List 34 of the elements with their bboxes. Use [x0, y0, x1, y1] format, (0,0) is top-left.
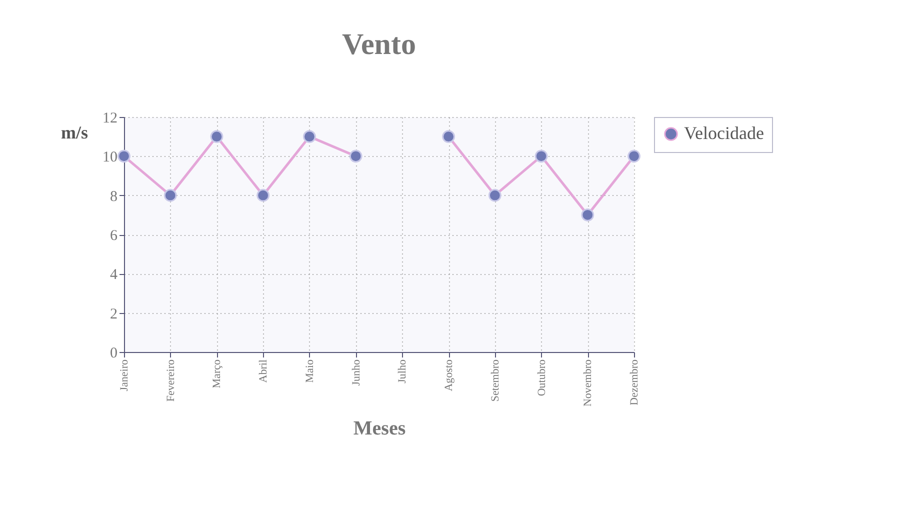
point	[534, 150, 548, 163]
y-tick-label: 4	[110, 267, 118, 284]
x-tick-label: Outubro	[536, 359, 548, 396]
point	[442, 130, 455, 144]
point	[164, 188, 177, 202]
x-tick-label: Setembro	[489, 359, 502, 402]
x-tick-label: Março	[211, 359, 224, 388]
y-tick-label: 0	[110, 346, 118, 362]
point	[628, 150, 640, 163]
y-tick-label: 12	[102, 110, 118, 126]
point	[581, 208, 594, 222]
y-tick-label: 6	[110, 228, 118, 244]
point	[256, 188, 270, 202]
y-tick-label: 10	[102, 150, 118, 166]
x-tick-label: Novembro	[582, 359, 594, 407]
point	[488, 188, 502, 202]
x-tick-label: Junho	[350, 359, 362, 386]
y-tick-label: 2	[110, 306, 118, 322]
point	[349, 150, 362, 163]
point	[303, 130, 316, 144]
x-tick-label: Abril	[258, 360, 270, 383]
x-axis-title: Meses	[353, 418, 406, 440]
x-tick-label: Julho	[396, 359, 409, 384]
point	[118, 150, 130, 163]
x-tick-label: Janeiro	[118, 359, 130, 392]
y-tick-label: 8	[110, 188, 118, 205]
x-tick-label: Maio	[304, 359, 316, 383]
x-tick-label: Dezembro	[628, 359, 640, 406]
x-tick-label: Agosto	[443, 359, 456, 392]
chart-title: Vento	[342, 28, 416, 61]
legend-label: Velocidade	[684, 123, 764, 143]
point	[210, 130, 224, 144]
x-tick-label: Fevereiro	[164, 359, 177, 402]
y-axis-title: m/s	[61, 122, 88, 142]
